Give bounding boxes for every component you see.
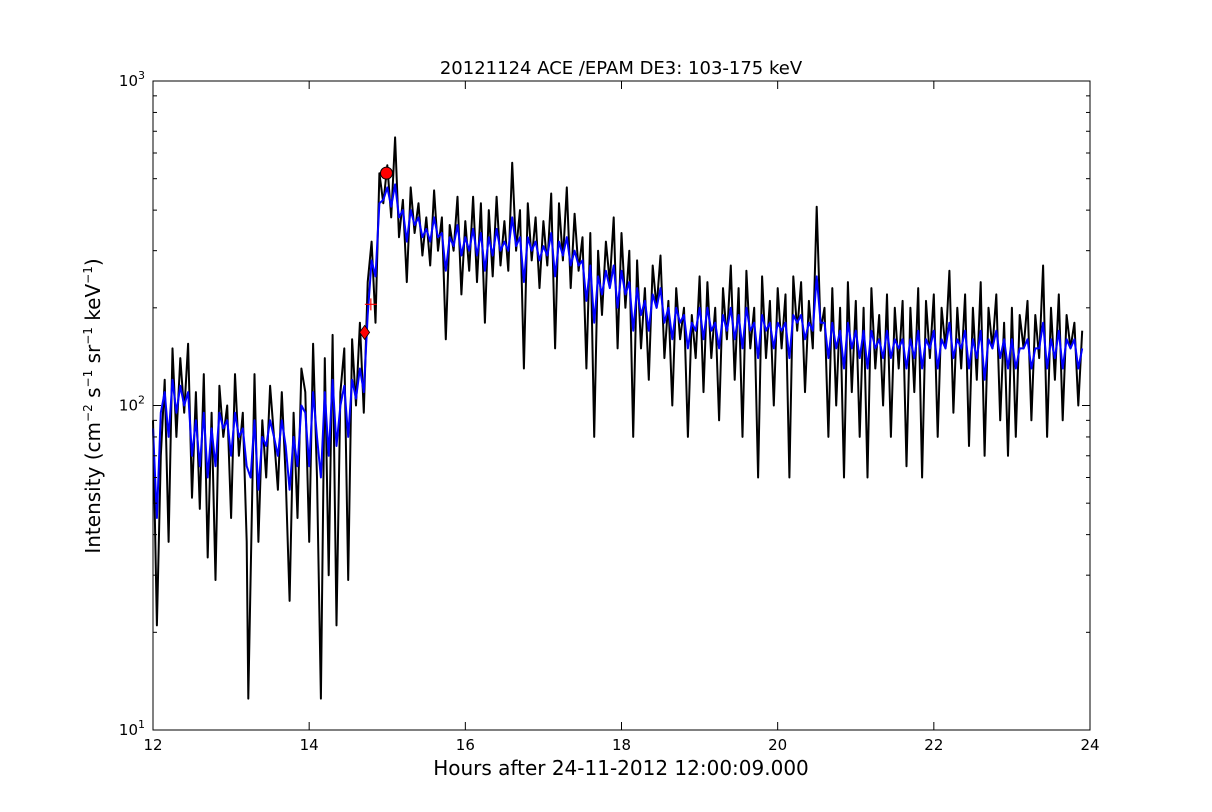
y-axis-label-part: keV — [81, 284, 105, 328]
y-axis-label-exp: −1 — [81, 370, 95, 388]
series-layer — [152, 136, 1084, 700]
y-tick-label: 102 — [119, 394, 145, 415]
y-axis-label-exp: −1 — [81, 327, 95, 345]
x-tick-label: 22 — [924, 736, 943, 754]
x-axis: 12 14 16 18 20 22 24 — [143, 81, 1100, 754]
x-axis-label: Hours after 24-11-2012 12:00:09.000 — [433, 756, 809, 780]
y-tick-label: 103 — [119, 69, 145, 90]
peak-marker — [379, 166, 393, 180]
chart-title: 20121124 ACE /EPAM DE3: 103-175 keV — [440, 58, 803, 79]
onset-marker — [359, 324, 371, 341]
marker-layer — [359, 166, 393, 341]
x-tick-label: 18 — [612, 736, 631, 754]
y-axis: 101 102 103 — [119, 69, 1090, 739]
x-tick-label: 12 — [143, 736, 162, 754]
x-tick-label: 20 — [768, 736, 787, 754]
y-axis-label-part: sr — [81, 344, 105, 370]
y-axis-label-part: s — [81, 387, 105, 404]
y-axis-label-exp: −1 — [81, 266, 95, 284]
y-axis-label: Intensity (cm−2 s−1 sr−1 keV−1) — [81, 258, 105, 553]
series-line-1 — [152, 136, 1084, 700]
x-tick-label: 14 — [300, 736, 319, 754]
plot-area — [153, 81, 1090, 730]
y-axis-label-part: ) — [81, 258, 105, 266]
y-axis-label-exp: −2 — [81, 404, 95, 422]
x-tick-label: 16 — [456, 736, 475, 754]
x-tick-label: 24 — [1080, 736, 1099, 754]
series-line-2 — [152, 183, 1084, 519]
y-axis-label-part: Intensity (cm — [81, 422, 105, 554]
y-tick-label: 101 — [119, 718, 145, 739]
plus-marker — [364, 298, 377, 311]
